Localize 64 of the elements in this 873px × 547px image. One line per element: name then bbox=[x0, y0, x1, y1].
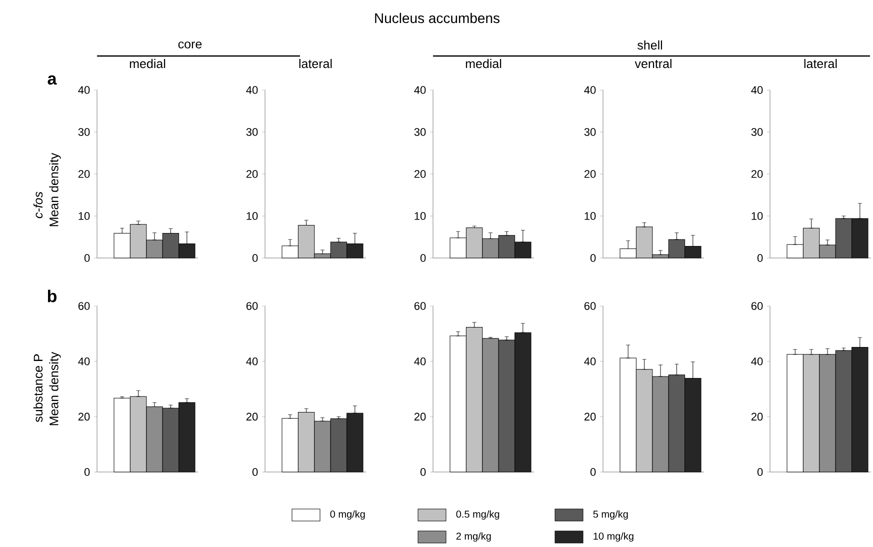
y-tick-label: 0 bbox=[590, 468, 596, 476]
y-tick-label: 10 bbox=[78, 212, 90, 220]
y-tick-label: 40 bbox=[78, 357, 90, 366]
y-tick-label: 40 bbox=[751, 357, 763, 366]
legend-label: 2 mg/kg bbox=[456, 532, 491, 542]
chart-title: lateral bbox=[804, 58, 837, 68]
y-tick-label: 0 bbox=[252, 468, 258, 476]
y-tick-label: 40 bbox=[584, 357, 596, 366]
text: b bbox=[48, 290, 57, 302]
y-tick-label: 60 bbox=[414, 302, 426, 310]
y-tick-label: 10 bbox=[414, 212, 426, 220]
legend-label: 0 mg/kg bbox=[330, 510, 365, 520]
y-axis-title: Mean density bbox=[49, 352, 61, 426]
y-tick-label: 20 bbox=[246, 412, 258, 421]
legend-label: 0.5 mg/kg bbox=[456, 510, 500, 520]
text: a bbox=[48, 75, 57, 85]
y-tick-label: 20 bbox=[414, 412, 426, 421]
chart-title: lateral bbox=[299, 58, 332, 68]
y-tick-label: 0 bbox=[590, 254, 596, 262]
y-tick-label: 20 bbox=[584, 412, 596, 421]
y-tick-label: 10 bbox=[752, 212, 763, 220]
y-tick-label: 40 bbox=[78, 86, 90, 94]
y-tick-label: 0 bbox=[252, 254, 258, 262]
y-tick-label: 60 bbox=[584, 302, 596, 310]
y-tick-label: 30 bbox=[414, 128, 426, 136]
y-tick-label: 30 bbox=[584, 128, 596, 136]
text: substance P bbox=[33, 354, 43, 422]
y-tick-label: 40 bbox=[414, 86, 426, 94]
y-tick-label: 40 bbox=[246, 357, 258, 366]
y-tick-label: 0 bbox=[420, 254, 426, 262]
y-tick-label: 20 bbox=[584, 170, 596, 178]
y-tick-label: 10 bbox=[246, 212, 258, 220]
y-tick-label: 10 bbox=[584, 212, 596, 220]
y-tick-label: 30 bbox=[751, 128, 763, 136]
chart-title: ventral bbox=[634, 58, 672, 68]
y-tick-label: 60 bbox=[751, 302, 763, 310]
y-tick-label: 40 bbox=[414, 357, 426, 366]
y-tick-label: 0 bbox=[757, 468, 763, 476]
y-tick-label: 20 bbox=[414, 170, 426, 178]
y-tick-label: 30 bbox=[78, 128, 90, 136]
text: Nucleus accumbens bbox=[375, 12, 500, 24]
text: shell bbox=[637, 40, 662, 50]
text: c-fos bbox=[33, 192, 43, 218]
y-tick-label: 40 bbox=[246, 86, 258, 94]
y-tick-label: 0 bbox=[84, 468, 90, 476]
y-tick-label: 30 bbox=[246, 128, 258, 136]
y-tick-label: 20 bbox=[751, 412, 763, 421]
y-tick-label: 20 bbox=[751, 170, 763, 178]
legend-label: 5 mg/kg bbox=[593, 510, 628, 520]
chart-title: medial bbox=[130, 58, 166, 68]
y-tick-label: 20 bbox=[78, 170, 90, 178]
y-axis-title: Mean density bbox=[49, 152, 61, 226]
y-tick-label: 20 bbox=[246, 170, 258, 178]
y-tick-label: 40 bbox=[751, 86, 763, 94]
chart-title: medial bbox=[466, 58, 502, 68]
y-tick-label: 40 bbox=[584, 86, 596, 94]
y-tick-label: 0 bbox=[84, 254, 90, 262]
y-tick-label: 0 bbox=[757, 254, 763, 262]
y-tick-label: 0 bbox=[420, 468, 426, 476]
legend-label: 10 mg/kg bbox=[594, 532, 634, 542]
y-tick-label: 20 bbox=[78, 412, 90, 421]
text: core bbox=[178, 42, 202, 48]
y-tick-label: 60 bbox=[246, 302, 258, 310]
y-tick-label: 60 bbox=[78, 302, 90, 310]
